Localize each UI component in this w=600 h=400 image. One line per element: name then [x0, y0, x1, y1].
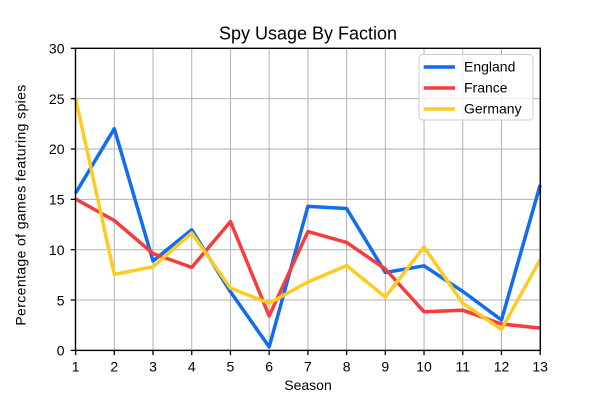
svg-text:5: 5 — [227, 359, 235, 375]
svg-text:15: 15 — [49, 192, 65, 208]
svg-text:1: 1 — [72, 359, 80, 375]
svg-text:9: 9 — [381, 359, 389, 375]
svg-text:4: 4 — [188, 359, 196, 375]
svg-text:8: 8 — [343, 359, 351, 375]
svg-text:10: 10 — [49, 242, 65, 258]
svg-text:Percentage of games featuring: Percentage of games featuring spies — [13, 84, 29, 325]
svg-text:Germany: Germany — [464, 101, 522, 117]
svg-text:20: 20 — [49, 141, 65, 157]
svg-text:5: 5 — [57, 292, 65, 308]
svg-text:6: 6 — [265, 359, 273, 375]
svg-text:12: 12 — [494, 359, 510, 375]
svg-text:Spy Usage By Faction: Spy Usage By Faction — [219, 24, 397, 44]
svg-text:13: 13 — [532, 359, 548, 375]
svg-text:England: England — [464, 59, 515, 75]
svg-text:7: 7 — [304, 359, 312, 375]
svg-text:30: 30 — [49, 41, 65, 57]
svg-text:10: 10 — [416, 359, 432, 375]
svg-text:Season: Season — [284, 377, 331, 393]
svg-text:25: 25 — [49, 91, 65, 107]
svg-text:3: 3 — [149, 359, 157, 375]
svg-text:11: 11 — [455, 359, 470, 375]
svg-text:2: 2 — [110, 359, 118, 375]
svg-text:0: 0 — [57, 343, 65, 359]
svg-text:France: France — [464, 80, 508, 96]
